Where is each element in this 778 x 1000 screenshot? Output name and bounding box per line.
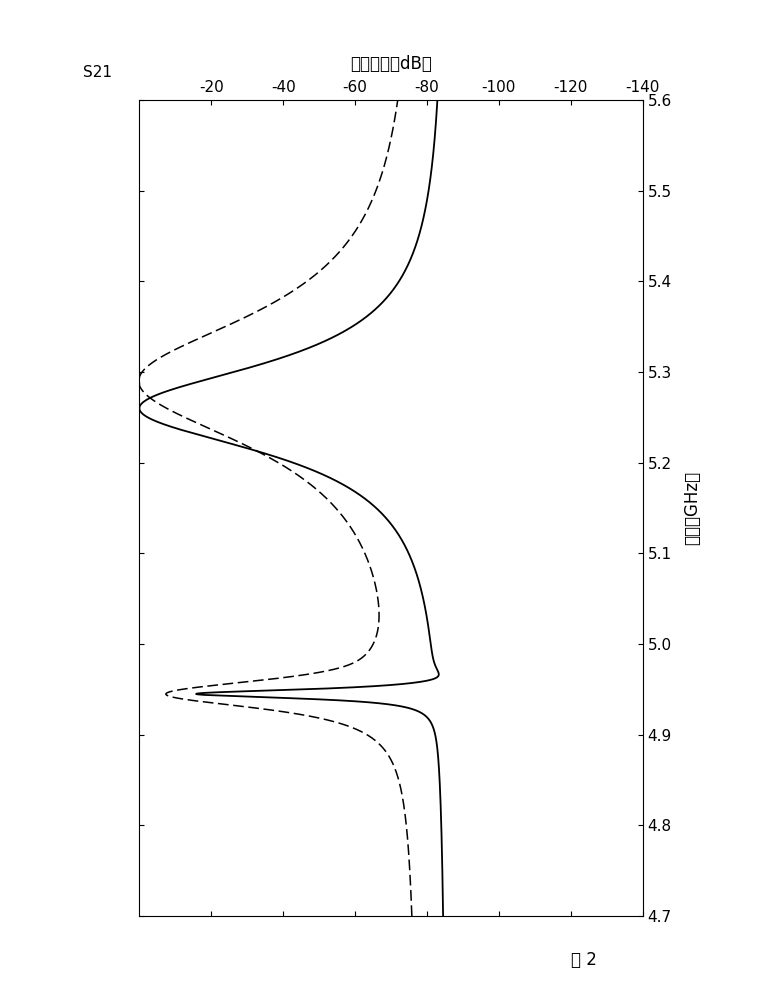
Text: S21: S21 <box>82 65 112 80</box>
X-axis label: 传输系数（dB）: 传输系数（dB） <box>350 55 432 73</box>
Text: 图 2: 图 2 <box>570 951 597 969</box>
Y-axis label: 频率（GHz）: 频率（GHz） <box>683 471 701 545</box>
